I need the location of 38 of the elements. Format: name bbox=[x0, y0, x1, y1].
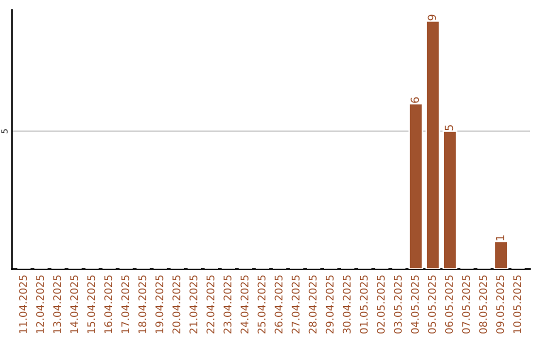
x-tick-label: 17.04.2025 bbox=[121, 275, 130, 334]
x-tick-label: 28.04.2025 bbox=[308, 275, 317, 334]
bar bbox=[426, 20, 440, 269]
x-tick-label: 25.04.2025 bbox=[258, 275, 266, 334]
x-tick-label: 08.05.2025 bbox=[479, 275, 488, 334]
x-tick-label: 19.04.2025 bbox=[155, 275, 164, 334]
bar bbox=[408, 102, 424, 269]
x-tick-label: 21.04.2025 bbox=[189, 275, 198, 334]
x-tick-label: 27.04.2025 bbox=[292, 275, 300, 334]
x-tick-label: 01.05.2025 bbox=[360, 275, 368, 334]
x-tick-label: 02.05.2025 bbox=[376, 275, 385, 334]
x-tick-label: 23.04.2025 bbox=[224, 275, 232, 334]
x-tick-label: 22.04.2025 bbox=[206, 275, 214, 334]
x-tick-label: 26.04.2025 bbox=[274, 275, 283, 334]
data-label: 1 bbox=[496, 235, 504, 240]
x-tick-label: 14.04.2025 bbox=[70, 275, 78, 334]
x-tick-label: 30.04.2025 bbox=[342, 275, 351, 334]
x-tick-label: 18.04.2025 bbox=[138, 275, 146, 334]
x-tick-label: 03.05.2025 bbox=[394, 275, 402, 334]
x-tick-label: 15.04.2025 bbox=[87, 275, 96, 334]
bar bbox=[494, 240, 508, 269]
data-label: 9 bbox=[428, 14, 436, 20]
x-tick-label: 07.05.2025 bbox=[462, 275, 470, 334]
x-tick-label: 05.05.2025 bbox=[428, 275, 436, 334]
x-tick-label: 29.04.2025 bbox=[326, 275, 334, 334]
x-tick-label: 09.05.2025 bbox=[496, 275, 504, 334]
x-tick-label: 04.05.2025 bbox=[410, 275, 419, 334]
x-tick-label: 20.04.2025 bbox=[172, 275, 180, 334]
x-tick-label: 24.04.2025 bbox=[240, 275, 248, 334]
x-tick-label: 06.05.2025 bbox=[445, 275, 453, 334]
x-tick-label: 16.04.2025 bbox=[104, 275, 112, 334]
x-tick-label: 13.04.2025 bbox=[53, 275, 62, 334]
data-label: 5 bbox=[444, 125, 454, 130]
x-tick-label: 11.04.2025 bbox=[19, 275, 27, 334]
bar bbox=[442, 130, 458, 269]
data-label: 6 bbox=[410, 97, 420, 103]
x-tick-label: 12.04.2025 bbox=[36, 275, 44, 334]
x-tick-label: 10.05.2025 bbox=[513, 275, 522, 334]
